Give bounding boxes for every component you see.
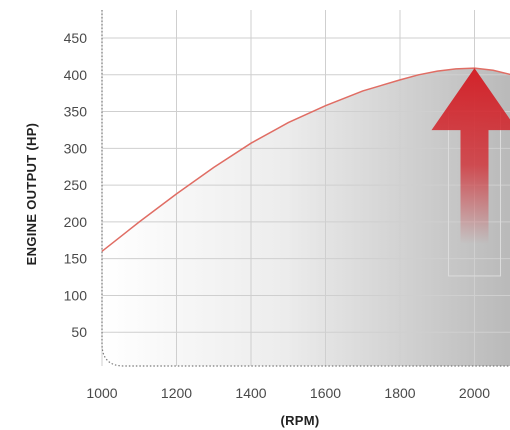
y-tick-label: 350 — [64, 104, 88, 120]
x-tick-label: 1400 — [235, 385, 266, 401]
series-line — [101, 67, 510, 252]
up-arrow — [431, 68, 510, 244]
x-tick-label: 1800 — [384, 385, 415, 401]
x-tick-label: 1000 — [86, 385, 117, 401]
x-axis-title: (RPM) — [280, 413, 319, 428]
y-axis-title: ENGINE OUTPUT (HP) — [24, 123, 39, 266]
x-tick-label: 2000 — [459, 385, 490, 401]
x-tick-label: 1600 — [310, 385, 341, 401]
y-tick-label: 300 — [64, 140, 88, 156]
y-tick-label: 100 — [64, 287, 88, 303]
x-tick-label: 1200 — [161, 385, 192, 401]
area-fill — [102, 68, 510, 366]
y-tick-label: 450 — [64, 30, 88, 46]
y-tick-label: 250 — [64, 177, 88, 193]
y-tick-label: 50 — [71, 324, 87, 340]
y-tick-label: 200 — [64, 214, 88, 230]
y-tick-label: 400 — [64, 67, 88, 83]
y-tick-label: 150 — [64, 251, 88, 267]
